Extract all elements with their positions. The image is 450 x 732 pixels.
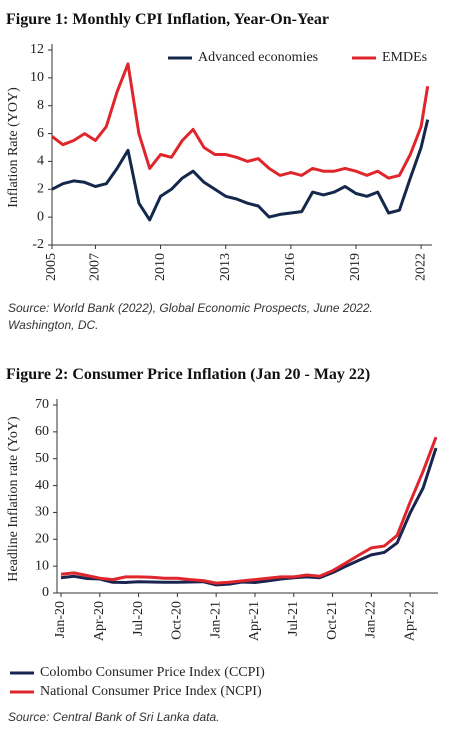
y-tick-label: 20	[35, 532, 49, 547]
y-tick-label: 6	[37, 126, 44, 141]
legend-label: National Consumer Price Index (NCPI)	[40, 684, 262, 699]
y-tick-label: 0	[42, 585, 49, 600]
x-tick-label: 2005	[44, 253, 59, 281]
series-line	[60, 436, 438, 585]
x-tick-label: 2010	[153, 253, 168, 281]
x-tick-label: Oct-20	[170, 601, 185, 640]
y-tick-label: 30	[35, 505, 49, 520]
x-tick-label: Jan-21	[208, 601, 223, 638]
x-tick-label: 2007	[88, 253, 103, 281]
y-tick-label: 4	[37, 154, 44, 169]
x-tick-label: 2019	[348, 253, 363, 281]
source-note: Source: World Bank (2022), Global Econom…	[8, 301, 373, 332]
y-tick-label: 10	[30, 70, 44, 85]
legend-label: EMDEs	[382, 50, 427, 65]
chart-title: Figure 2: Consumer Price Inflation (Jan …	[6, 366, 370, 383]
y-tick-label: 70	[35, 397, 49, 412]
legend-label: Advanced economies	[198, 50, 318, 65]
series-line	[60, 447, 438, 587]
x-tick-label: 2013	[218, 253, 233, 281]
x-tick-label: Jan-20	[53, 601, 68, 638]
x-tick-label: Jul-20	[131, 601, 146, 636]
source-note: Source: Central Bank of Sri Lanka data.	[8, 710, 220, 724]
y-axis-label: Inflation Rate (YOY)	[6, 87, 21, 208]
x-tick-label: Apr-21	[247, 601, 262, 641]
series-line	[51, 119, 430, 222]
x-tick-label: Jan-22	[364, 601, 379, 638]
y-tick-label: 40	[35, 478, 49, 493]
legend-label: Colombo Consumer Price Index (CCPI)	[40, 665, 265, 680]
x-tick-label: Apr-22	[402, 601, 417, 641]
x-tick-label: 2022	[413, 253, 428, 281]
chart-title: Figure 1: Monthly CPI Inflation, Year-On…	[6, 11, 329, 28]
series-line	[51, 62, 430, 180]
x-tick-label: Oct-21	[325, 601, 340, 640]
y-tick-label: 12	[30, 42, 44, 57]
y-tick-label: 50	[35, 451, 49, 466]
x-tick-label: Apr-20	[92, 601, 107, 641]
y-tick-label: 60	[35, 424, 49, 439]
y-axis-label: Headline Inflation rate (YoY)	[6, 416, 21, 582]
y-tick-label: -2	[32, 237, 44, 252]
y-tick-label: 0	[37, 209, 44, 224]
y-tick-label: 8	[37, 98, 44, 113]
x-tick-label: Jul-21	[286, 601, 301, 636]
y-tick-label: 2	[37, 182, 44, 197]
y-tick-label: 10	[35, 558, 49, 573]
x-tick-label: 2016	[283, 253, 298, 281]
